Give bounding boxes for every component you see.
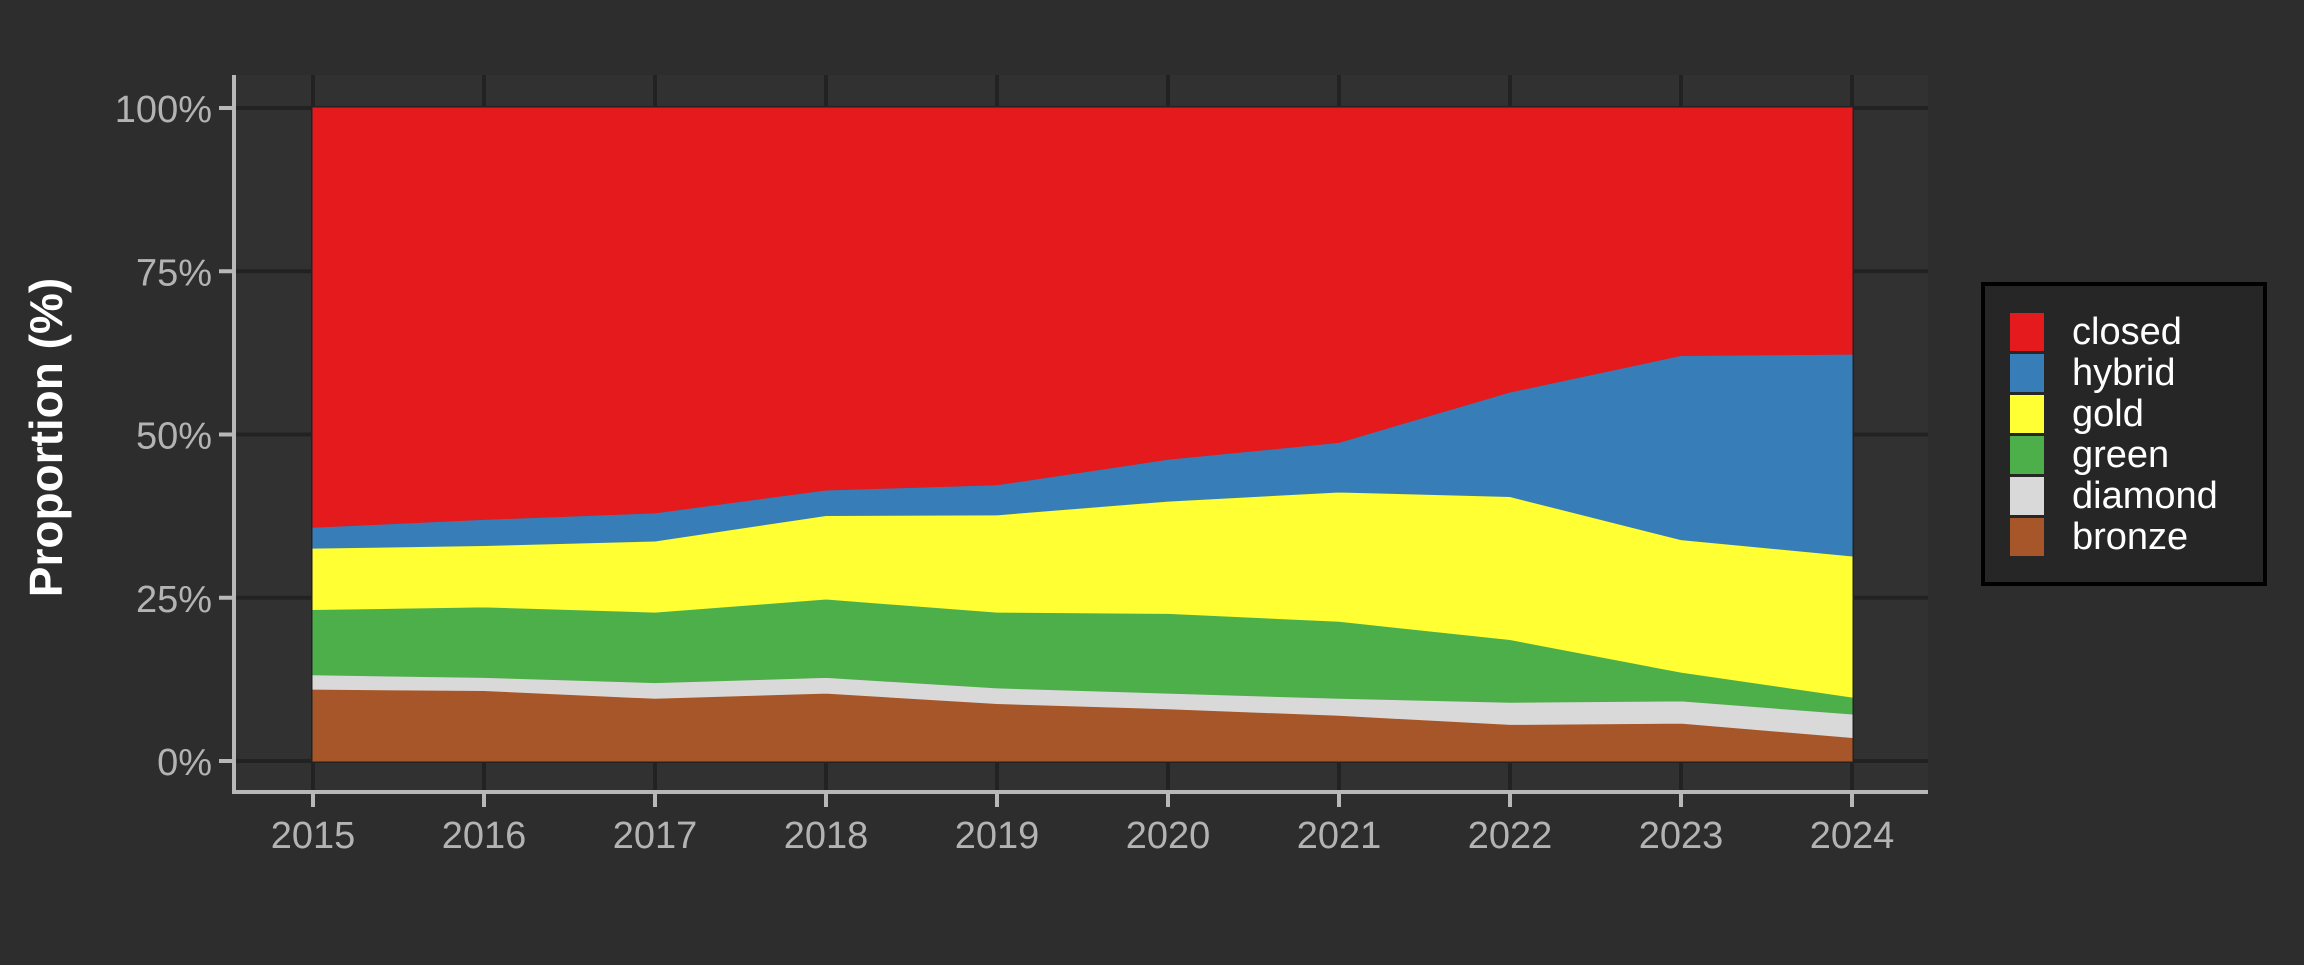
- legend-label-diamond: diamond: [2072, 475, 2218, 517]
- x-tick-label: 2019: [955, 815, 1040, 857]
- x-tick-label: 2015: [271, 815, 356, 857]
- legend-label-gold: gold: [2072, 393, 2144, 435]
- x-tick-label: 2023: [1639, 815, 1724, 857]
- x-tick-label: 2021: [1297, 815, 1382, 857]
- legend-label-green: green: [2072, 434, 2169, 476]
- x-tick-label: 2020: [1126, 815, 1211, 857]
- x-tick-labels: 2015 2016 2017 2018 2019 2020 2021 2022 2023 2024: [271, 815, 1895, 857]
- legend-label-closed: closed: [2072, 311, 2182, 353]
- legend-key-gold: [2010, 395, 2044, 433]
- x-tick-label: 2022: [1468, 815, 1553, 857]
- legend-label-bronze: bronze: [2072, 516, 2188, 558]
- area-closed: [312, 107, 1853, 528]
- area-series: [312, 107, 1853, 762]
- y-tick-label: 25%: [136, 579, 212, 621]
- legend-label-hybrid: hybrid: [2072, 352, 2176, 394]
- legend-key-hybrid: [2010, 354, 2044, 392]
- y-tick-label: 50%: [136, 416, 212, 458]
- y-axis-title: Proportion (%): [20, 278, 72, 597]
- legend-key-closed: [2010, 313, 2044, 351]
- x-tick-label: 2017: [613, 815, 698, 857]
- legend-key-green: [2010, 436, 2044, 474]
- y-tick-label: 100%: [115, 89, 212, 131]
- x-tick-label: 2016: [442, 815, 527, 857]
- x-tick-label: 2024: [1810, 815, 1895, 857]
- y-tick-label: 75%: [136, 252, 212, 294]
- y-tick-label: 0%: [157, 742, 212, 784]
- legend-key-bronze: [2010, 518, 2044, 556]
- legend-key-diamond: [2010, 477, 2044, 515]
- axes: [219, 75, 1928, 807]
- x-tick-label: 2018: [784, 815, 869, 857]
- y-tick-labels: 0% 25% 50% 75% 100%: [115, 89, 212, 784]
